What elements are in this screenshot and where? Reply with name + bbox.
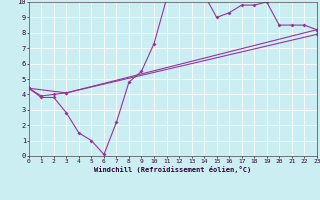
X-axis label: Windchill (Refroidissement éolien,°C): Windchill (Refroidissement éolien,°C) — [94, 166, 252, 173]
